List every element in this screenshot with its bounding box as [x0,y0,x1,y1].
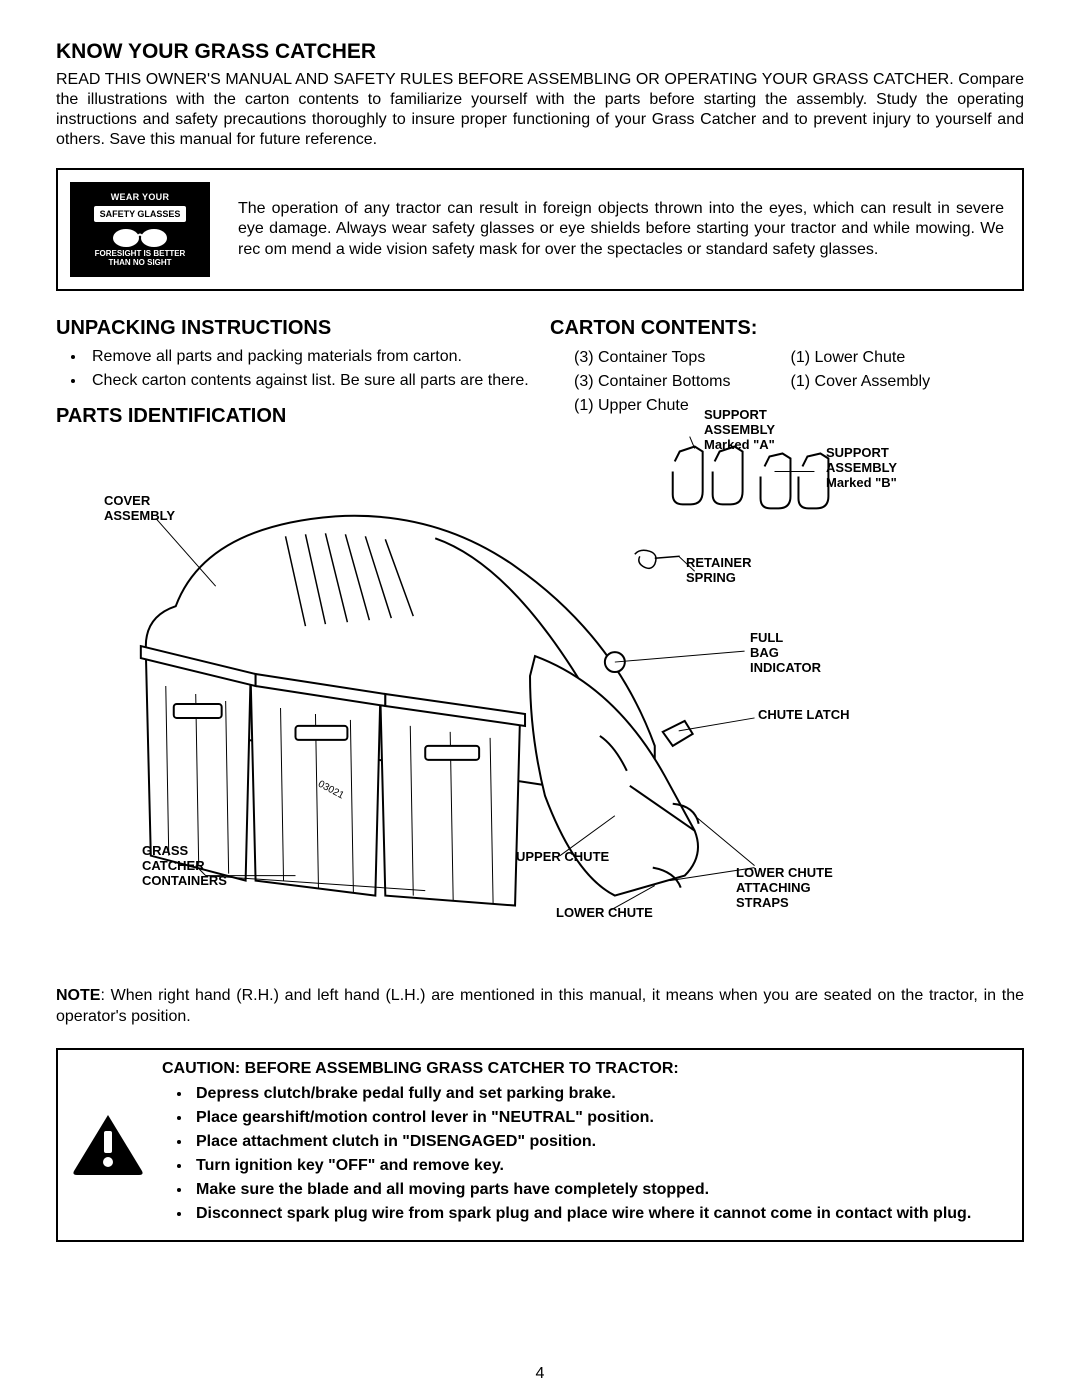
label-cover-assembly: COVER ASSEMBLY [104,494,175,524]
caution-content: CAUTION: BEFORE ASSEMBLING GRASS CATCHER… [162,1060,1002,1228]
label-retainer-spring: RETAINER SPRING [686,556,751,586]
badge-bottom-text: FORESIGHT IS BETTER THAN NO SIGHT [95,250,186,268]
label-upper-chute: UPPER CHUTE [516,850,609,865]
label-support-a: SUPPORT ASSEMBLY Marked "A" [704,408,775,453]
unpacking-heading: UNPACKING INSTRUCTIONS [56,317,530,340]
badge-top-text: WEAR YOUR [111,192,170,202]
page-number: 4 [536,1365,545,1383]
list-item: Depress clutch/brake pedal fully and set… [192,1084,1002,1104]
intro-paragraph: READ THIS OWNER'S MANUAL AND SAFETY RULE… [56,70,1024,150]
label-chute-latch: CHUTE LATCH [758,708,849,723]
page-title: KNOW YOUR GRASS CATCHER [56,40,1024,64]
warning-triangle-icon [72,1113,144,1175]
note-paragraph: NOTE: When right hand (R.H.) and left ha… [56,986,1024,1028]
list-item: Check carton contents against list. Be s… [86,370,530,392]
list-item: Place gearshift/motion control lever in … [192,1108,1002,1128]
safety-glasses-icon [110,226,170,248]
carton-heading: CARTON CONTENTS: [550,317,1024,340]
caution-box: CAUTION: BEFORE ASSEMBLING GRASS CATCHER… [56,1048,1024,1242]
label-grass-containers: GRASS CATCHER CONTAINERS [142,844,227,889]
unpacking-list: Remove all parts and packing materials f… [56,346,530,391]
safety-warning-text: The operation of any tractor can result … [238,199,1004,260]
carton-item: (3) Container Bottoms [574,370,731,394]
label-lower-chute: LOWER CHUTE [556,906,653,921]
carton-item: (1) Lower Chute [791,346,931,370]
list-item: Disconnect spark plug wire from spark pl… [192,1204,1002,1224]
list-item: Place attachment clutch in "DISENGAGED" … [192,1132,1002,1152]
carton-item: (1) Cover Assembly [791,370,931,394]
carton-item: (3) Container Tops [574,346,731,370]
list-item: Make sure the blade and all moving parts… [192,1180,1002,1200]
label-support-b: SUPPORT ASSEMBLY Marked "B" [826,446,897,491]
carton-contents: (3) Container Tops (3) Container Bottoms… [550,346,1024,418]
list-item: Turn ignition key "OFF" and remove key. [192,1156,1002,1176]
safety-glasses-badge: WEAR YOUR SAFETY GLASSES FORESIGHT IS BE… [70,182,210,277]
list-item: Remove all parts and packing materials f… [86,346,530,368]
safety-warning-box: WEAR YOUR SAFETY GLASSES FORESIGHT IS BE… [56,168,1024,291]
caution-heading: CAUTION: BEFORE ASSEMBLING GRASS CATCHER… [162,1060,1002,1078]
caution-list: Depress clutch/brake pedal fully and set… [162,1084,1002,1224]
parts-diagram: 03021 COVER ASSEMBLY SUPPORT ASSEMBLY Ma… [56,436,1024,946]
badge-pill-text: SAFETY GLASSES [94,206,187,222]
label-lower-chute-straps: LOWER CHUTE ATTACHING STRAPS [736,866,833,911]
parts-id-heading: PARTS IDENTIFICATION [56,405,530,428]
label-full-bag: FULL BAG INDICATOR [750,631,821,676]
